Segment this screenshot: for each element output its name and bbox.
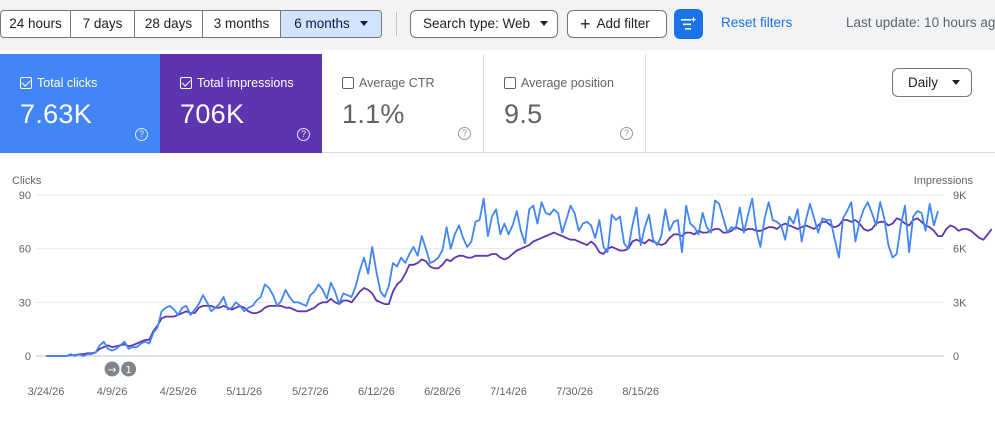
plus-icon: + <box>580 14 591 34</box>
range-3-months-button[interactable]: 3 months <box>203 11 281 37</box>
range-24-hours-button[interactable]: 24 hours <box>1 11 71 37</box>
add-filter-button[interactable]: + Add filter <box>567 10 667 38</box>
metric-card-clicks[interactable]: Total clicks 7.63K ? <box>0 54 160 153</box>
chart-annotations: → 1 <box>104 361 137 377</box>
search-type-dropdown[interactable]: Search type: Web <box>410 10 558 38</box>
x-tick-label: 5/27/26 <box>292 386 329 398</box>
metric-label: Total clicks <box>37 76 98 90</box>
reset-filters-link[interactable]: Reset filters <box>721 15 793 30</box>
y-right-tick-label: 3K <box>953 297 967 309</box>
metric-label: Average CTR <box>359 76 435 90</box>
y-right-tick-label: 0 <box>953 351 959 363</box>
annotation-marker <box>104 361 120 377</box>
chevron-down-icon <box>952 79 961 85</box>
granularity-label: Daily <box>908 75 939 90</box>
metric-value: 7.63K <box>20 99 93 129</box>
x-tick-label: 4/9/26 <box>97 386 128 398</box>
annotation-label: → <box>108 365 116 376</box>
checkbox-unchecked-icon[interactable] <box>504 77 516 89</box>
toolbar: 24 hours 7 days 28 days 3 months 6 month… <box>0 0 995 50</box>
x-tick-label: 6/28/26 <box>424 386 461 398</box>
toolbar-divider <box>396 12 397 36</box>
chevron-down-icon <box>540 20 549 26</box>
metric-value: 9.5 <box>504 99 543 129</box>
y-right-tick-label: 6K <box>953 244 967 256</box>
x-axis-ticks: 3/24/26 4/9/26 4/25/26 5/11/26 5/27/26 6/12/2… <box>28 386 659 398</box>
range-7-days-button[interactable]: 7 days <box>71 11 135 37</box>
chart-grid <box>36 194 944 357</box>
help-icon[interactable]: ? <box>458 127 471 140</box>
x-tick-label: 6/12/26 <box>358 386 395 398</box>
x-tick-label: 3/24/26 <box>28 386 65 398</box>
x-tick-label: 5/11/26 <box>226 386 262 398</box>
annotation-label: 1 <box>125 365 131 376</box>
chevron-down-icon <box>359 20 368 26</box>
y-left-tick-label: 30 <box>19 297 31 309</box>
series-line-impressions <box>46 217 993 357</box>
metric-card-position[interactable]: Average position 9.5 ? <box>484 54 646 153</box>
y-right-tick-label: 9K <box>953 190 967 202</box>
y-axis-right-label: Impressions <box>914 175 974 187</box>
y-axis-left-label: Clicks <box>12 175 42 187</box>
checkbox-checked-icon[interactable] <box>180 77 192 89</box>
cards-divider <box>646 152 995 153</box>
add-filter-label: Add filter <box>596 16 650 31</box>
metric-value: 1.1% <box>342 99 405 129</box>
help-icon[interactable]: ? <box>620 127 633 140</box>
x-tick-label: 8/15/26 <box>622 386 659 398</box>
y-left-tick-label: 0 <box>25 351 31 363</box>
granularity-dropdown[interactable]: Daily <box>892 68 972 97</box>
date-range-selector: 24 hours 7 days 28 days 3 months 6 month… <box>0 10 382 38</box>
checkbox-checked-icon[interactable] <box>20 77 32 89</box>
range-6-months-button[interactable]: 6 months <box>281 11 381 37</box>
annotation-marker <box>121 361 137 377</box>
chart-series <box>46 197 993 357</box>
metric-card-ctr[interactable]: Average CTR 1.1% ? <box>322 54 484 153</box>
series-line-clicks <box>46 197 939 357</box>
search-type-label: Search type: Web <box>423 16 531 31</box>
checkbox-unchecked-icon[interactable] <box>342 77 354 89</box>
x-tick-label: 7/14/26 <box>490 386 527 398</box>
y-left-tick-label: 90 <box>19 190 31 202</box>
metric-card-impressions[interactable]: Total impressions 706K ? <box>160 54 322 153</box>
metric-label: Average position <box>521 76 614 90</box>
performance-chart: Clicks Impressions 0 0 30 3K 60 6K 90 9K 3/24/2… <box>12 175 993 398</box>
metric-value: 706K <box>180 99 245 129</box>
help-icon[interactable]: ? <box>135 128 148 141</box>
x-tick-label: 7/30/26 <box>556 386 593 398</box>
last-update-text: Last update: 10 hours ag <box>846 15 995 30</box>
help-icon[interactable]: ? <box>297 128 310 141</box>
y-left-tick-label: 60 <box>19 244 31 256</box>
metric-label: Total impressions <box>197 76 294 90</box>
y-axis-ticks: 0 0 30 3K 60 6K 90 9K <box>19 190 967 363</box>
filter-settings-button[interactable] <box>674 9 703 39</box>
range-6-months-label: 6 months <box>294 16 350 31</box>
filter-sparkle-icon <box>681 16 697 30</box>
x-tick-label: 4/25/26 <box>160 386 197 398</box>
range-28-days-button[interactable]: 28 days <box>135 11 203 37</box>
